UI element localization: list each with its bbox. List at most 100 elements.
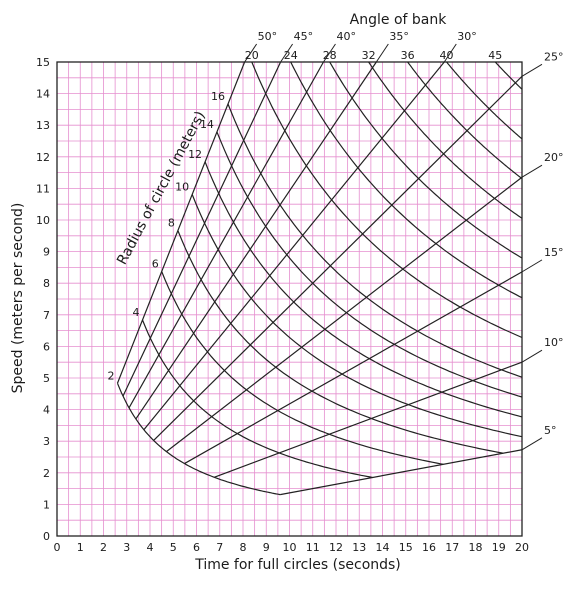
x-tick-label: 16 bbox=[422, 541, 436, 554]
angle-leader bbox=[521, 437, 543, 451]
x-tick-label: 2 bbox=[100, 541, 107, 554]
y-tick-label: 9 bbox=[43, 246, 50, 259]
radius-label: 10 bbox=[175, 180, 189, 193]
angle-lines bbox=[116, 61, 523, 496]
y-tick-label: 1 bbox=[43, 498, 50, 511]
angle-line bbox=[122, 61, 282, 397]
radius-label: 14 bbox=[200, 118, 214, 131]
x-axis-title: Time for full circles (seconds) bbox=[194, 557, 401, 573]
radius-label: 2 bbox=[107, 369, 114, 382]
x-tick-label: 14 bbox=[376, 541, 390, 554]
x-tick-labels: 0 1 2 3 4 5 6 7 8 9 10 11 12 13 14 15 16 17 18 19 20 bbox=[54, 541, 530, 554]
y-axis-title: Speed (meters per second) bbox=[10, 203, 26, 394]
x-tick-label: 7 bbox=[216, 541, 223, 554]
radius-label: 40 bbox=[440, 49, 454, 62]
y-tick-label: 12 bbox=[36, 151, 50, 164]
y-tick-label: 13 bbox=[36, 119, 50, 132]
x-tick-label: 20 bbox=[515, 541, 529, 554]
angle-label: 40° bbox=[336, 30, 356, 43]
angle-leader bbox=[375, 43, 389, 63]
angle-line bbox=[184, 271, 523, 465]
angle-line bbox=[166, 176, 523, 453]
y-tick-label: 4 bbox=[43, 404, 50, 417]
radius-label: 16 bbox=[211, 90, 225, 103]
radius-label: 32 bbox=[362, 49, 376, 62]
x-tick-label: 17 bbox=[445, 541, 459, 554]
plot-frame bbox=[56, 61, 523, 537]
angle-line bbox=[213, 361, 523, 478]
angle-leader bbox=[521, 259, 543, 273]
y-tick-label: 14 bbox=[36, 88, 50, 101]
radius-label: 12 bbox=[188, 148, 202, 161]
angle-line bbox=[116, 61, 246, 384]
angle-line bbox=[128, 61, 324, 409]
y-tick-label: 6 bbox=[43, 340, 50, 353]
x-tick-label: 19 bbox=[492, 541, 506, 554]
radius-curve bbox=[161, 271, 444, 465]
x-tick-label: 12 bbox=[329, 541, 343, 554]
angle-leader bbox=[244, 43, 258, 63]
radius-curve bbox=[446, 61, 523, 140]
radius-label: 6 bbox=[152, 257, 159, 270]
radius-curve bbox=[368, 61, 523, 219]
radius-label: 45 bbox=[488, 49, 502, 62]
x-tick-label: 3 bbox=[123, 541, 130, 554]
angle-labels: 5° 10° 15° 20° 25° 30° 35° 40° 45° 50° bbox=[244, 30, 564, 451]
angle-axis-title: Angle of bank bbox=[350, 12, 448, 28]
y-tick-label: 15 bbox=[36, 56, 50, 69]
radius-curve bbox=[116, 383, 281, 496]
angle-leader bbox=[521, 349, 543, 363]
grid bbox=[56, 61, 523, 537]
radius-label: 24 bbox=[284, 49, 298, 62]
y-tick-label: 10 bbox=[36, 214, 50, 227]
radius-curve bbox=[177, 230, 504, 454]
y-tick-label: 8 bbox=[43, 277, 50, 290]
angle-label: 50° bbox=[258, 30, 278, 43]
angle-line bbox=[153, 75, 523, 441]
angle-label: 35° bbox=[389, 30, 409, 43]
angle-line bbox=[143, 61, 445, 431]
angle-label: 15° bbox=[544, 246, 564, 259]
radius-curve bbox=[329, 61, 523, 259]
x-tick-label: 1 bbox=[77, 541, 84, 554]
x-tick-label: 6 bbox=[193, 541, 200, 554]
radius-curve bbox=[216, 131, 523, 398]
radius-label: 20 bbox=[245, 49, 259, 62]
x-tick-label: 9 bbox=[263, 541, 270, 554]
radius-curve bbox=[204, 161, 523, 418]
y-tick-label: 7 bbox=[43, 309, 50, 322]
angle-leader bbox=[521, 164, 543, 178]
y-tick-label: 11 bbox=[36, 182, 50, 195]
angle-label: 45° bbox=[294, 30, 314, 43]
angle-label: 25° bbox=[544, 50, 564, 63]
angle-leader bbox=[280, 43, 294, 63]
radius-curve bbox=[227, 103, 523, 378]
radius-curve bbox=[141, 319, 373, 479]
x-tick-label: 0 bbox=[54, 541, 61, 554]
angle-leader bbox=[443, 43, 457, 63]
radius-label: 8 bbox=[168, 217, 175, 230]
radius-label: 4 bbox=[132, 306, 139, 319]
x-tick-label: 11 bbox=[306, 541, 320, 554]
angle-label: 30° bbox=[457, 30, 477, 43]
y-tick-label: 2 bbox=[43, 467, 50, 480]
x-tick-label: 18 bbox=[469, 541, 483, 554]
y-tick-label: 5 bbox=[43, 372, 50, 385]
y-tick-label: 3 bbox=[43, 435, 50, 448]
angle-line bbox=[135, 61, 377, 420]
radius-curve bbox=[407, 61, 523, 180]
angle-line bbox=[280, 449, 523, 496]
x-tick-label: 5 bbox=[170, 541, 177, 554]
angle-label: 20° bbox=[544, 151, 564, 164]
radius-curve bbox=[251, 61, 523, 339]
radius-label: 36 bbox=[401, 49, 415, 62]
y-tick-label: 0 bbox=[43, 530, 50, 543]
radius-curve bbox=[290, 61, 523, 299]
angle-label: 10° bbox=[544, 336, 564, 349]
radius-curve bbox=[494, 61, 523, 90]
x-tick-label: 10 bbox=[283, 541, 297, 554]
x-tick-label: 4 bbox=[147, 541, 154, 554]
